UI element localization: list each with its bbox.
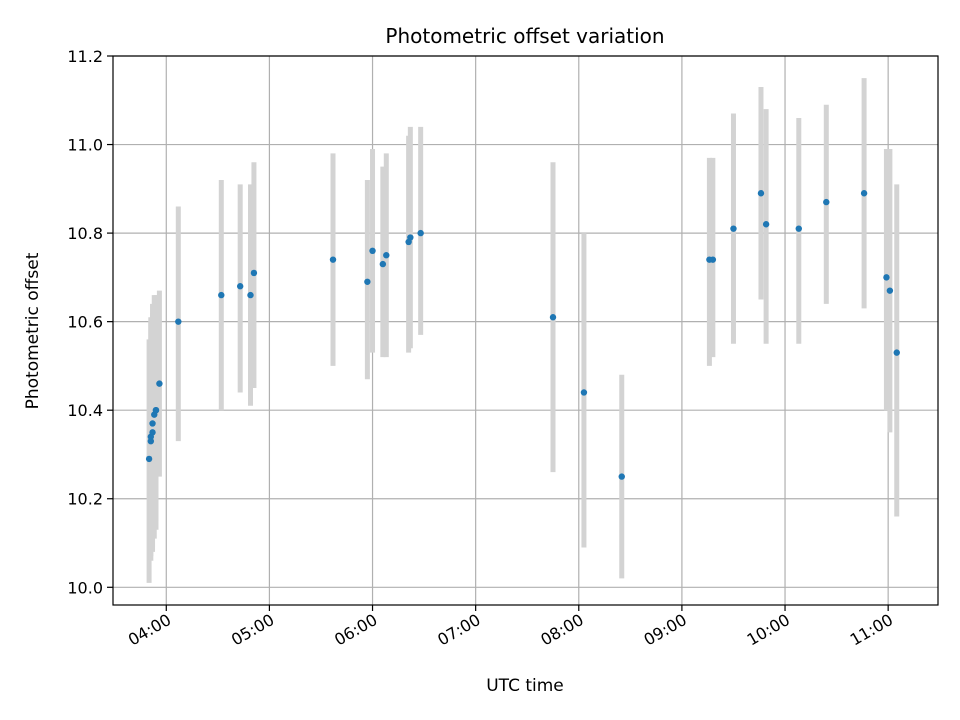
- data-point: [417, 229, 424, 237]
- data-point: [893, 349, 900, 356]
- y-tick-label: 10.0: [67, 578, 103, 597]
- data-point: [730, 225, 737, 232]
- data-point: [407, 234, 414, 241]
- data-point: [860, 190, 868, 197]
- y-tick-label: 10.8: [67, 224, 103, 243]
- data-point: [383, 252, 390, 259]
- data-point: [218, 291, 225, 299]
- y-tick-label: 11.0: [67, 136, 103, 155]
- data-point: [147, 437, 155, 445]
- data-point: [823, 198, 830, 206]
- y-tick-label: 10.2: [67, 490, 103, 509]
- data-point: [369, 247, 376, 255]
- data-point: [580, 389, 588, 396]
- data-point: [236, 283, 244, 290]
- data-point: [618, 473, 625, 480]
- data-point: [149, 420, 156, 427]
- y-tick-label: 10.6: [67, 313, 103, 332]
- x-axis-title: UTC time: [486, 676, 564, 696]
- y-axis: 10.0 10.2 10.4 10.6 10.8 11.0 11.2: [67, 47, 113, 597]
- data-point: [247, 291, 254, 299]
- data-point: [762, 221, 770, 228]
- data-point: [364, 278, 371, 285]
- data-point: [145, 455, 153, 463]
- data-point: [883, 274, 890, 281]
- data-point: [152, 406, 160, 414]
- data-point: [329, 256, 337, 263]
- data-point: [549, 314, 557, 321]
- data-point: [250, 269, 258, 277]
- data-point: [709, 256, 717, 263]
- data-point: [379, 260, 387, 268]
- data-point: [795, 225, 802, 232]
- data-point: [175, 318, 182, 325]
- y-axis-title: Photometric offset: [23, 252, 43, 409]
- y-tick-label: 10.4: [67, 401, 103, 420]
- data-point: [757, 190, 765, 197]
- data-point: [149, 429, 156, 436]
- chart-title: Photometric offset variation: [385, 24, 664, 48]
- plot-frame: [112, 55, 939, 606]
- data-point: [886, 287, 894, 294]
- y-tick-label: 11.2: [67, 47, 103, 66]
- point-layer: [145, 190, 900, 480]
- data-point: [156, 380, 163, 387]
